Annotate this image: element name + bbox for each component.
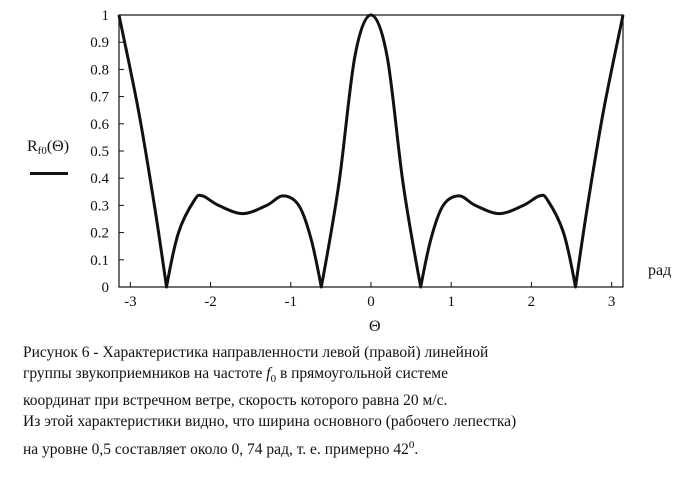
- y-tick-label: 1: [102, 8, 110, 24]
- chart-area: 0 0.1 0.2 0.3 0.4 0.5 0.6 0.7 0.8 0.9 1 -3 -2 -1 0 1 2 3: [0, 0, 700, 330]
- figure-caption: Рисунок 6 - Характеристика направленност…: [23, 342, 683, 460]
- y-tick-label: 0.9: [90, 35, 109, 51]
- x-axis-unit: рад: [648, 262, 671, 280]
- y-axis-label-line: [30, 172, 68, 175]
- x-axis: -3 -2 -1 0 1 2 3: [124, 282, 615, 310]
- y-tick-label: 0: [102, 280, 110, 296]
- x-tick-label: -2: [204, 294, 217, 310]
- caption-line-4: Из этой характеристики видно, что ширина…: [23, 411, 683, 432]
- y-axis-label: Rf0(Θ): [27, 138, 69, 156]
- caption-line-1: Рисунок 6 - Характеристика направленност…: [23, 342, 683, 363]
- y-tick-label: 0.3: [90, 198, 109, 214]
- plot-frame: [119, 15, 623, 287]
- x-axis-label: Θ: [369, 318, 381, 336]
- caption-line-3: координат при встречном ветре, скорость …: [23, 390, 683, 411]
- caption-line-5: на уровне 0,5 составляет около 0, 74 рад…: [23, 435, 683, 460]
- x-tick-label: 2: [528, 294, 536, 310]
- y-tick-label: 0.2: [90, 226, 109, 242]
- x-tick-label: 1: [447, 294, 455, 310]
- series-line: [119, 15, 623, 287]
- x-tick-label: -1: [285, 294, 298, 310]
- y-tick-label: 0.8: [90, 62, 109, 78]
- y-tick-label: 0.6: [90, 117, 109, 133]
- y-tick-label: 0.5: [90, 144, 109, 160]
- x-tick-label: 3: [608, 294, 616, 310]
- caption-line-2: группы звукоприемников на частоте f0 в п…: [23, 363, 683, 390]
- y-tick-label: 0.1: [90, 253, 109, 269]
- y-tick-label: 0.7: [90, 90, 109, 106]
- x-tick-label: 0: [367, 294, 375, 310]
- x-tick-label: -3: [124, 294, 137, 310]
- y-tick-label: 0.4: [90, 171, 109, 187]
